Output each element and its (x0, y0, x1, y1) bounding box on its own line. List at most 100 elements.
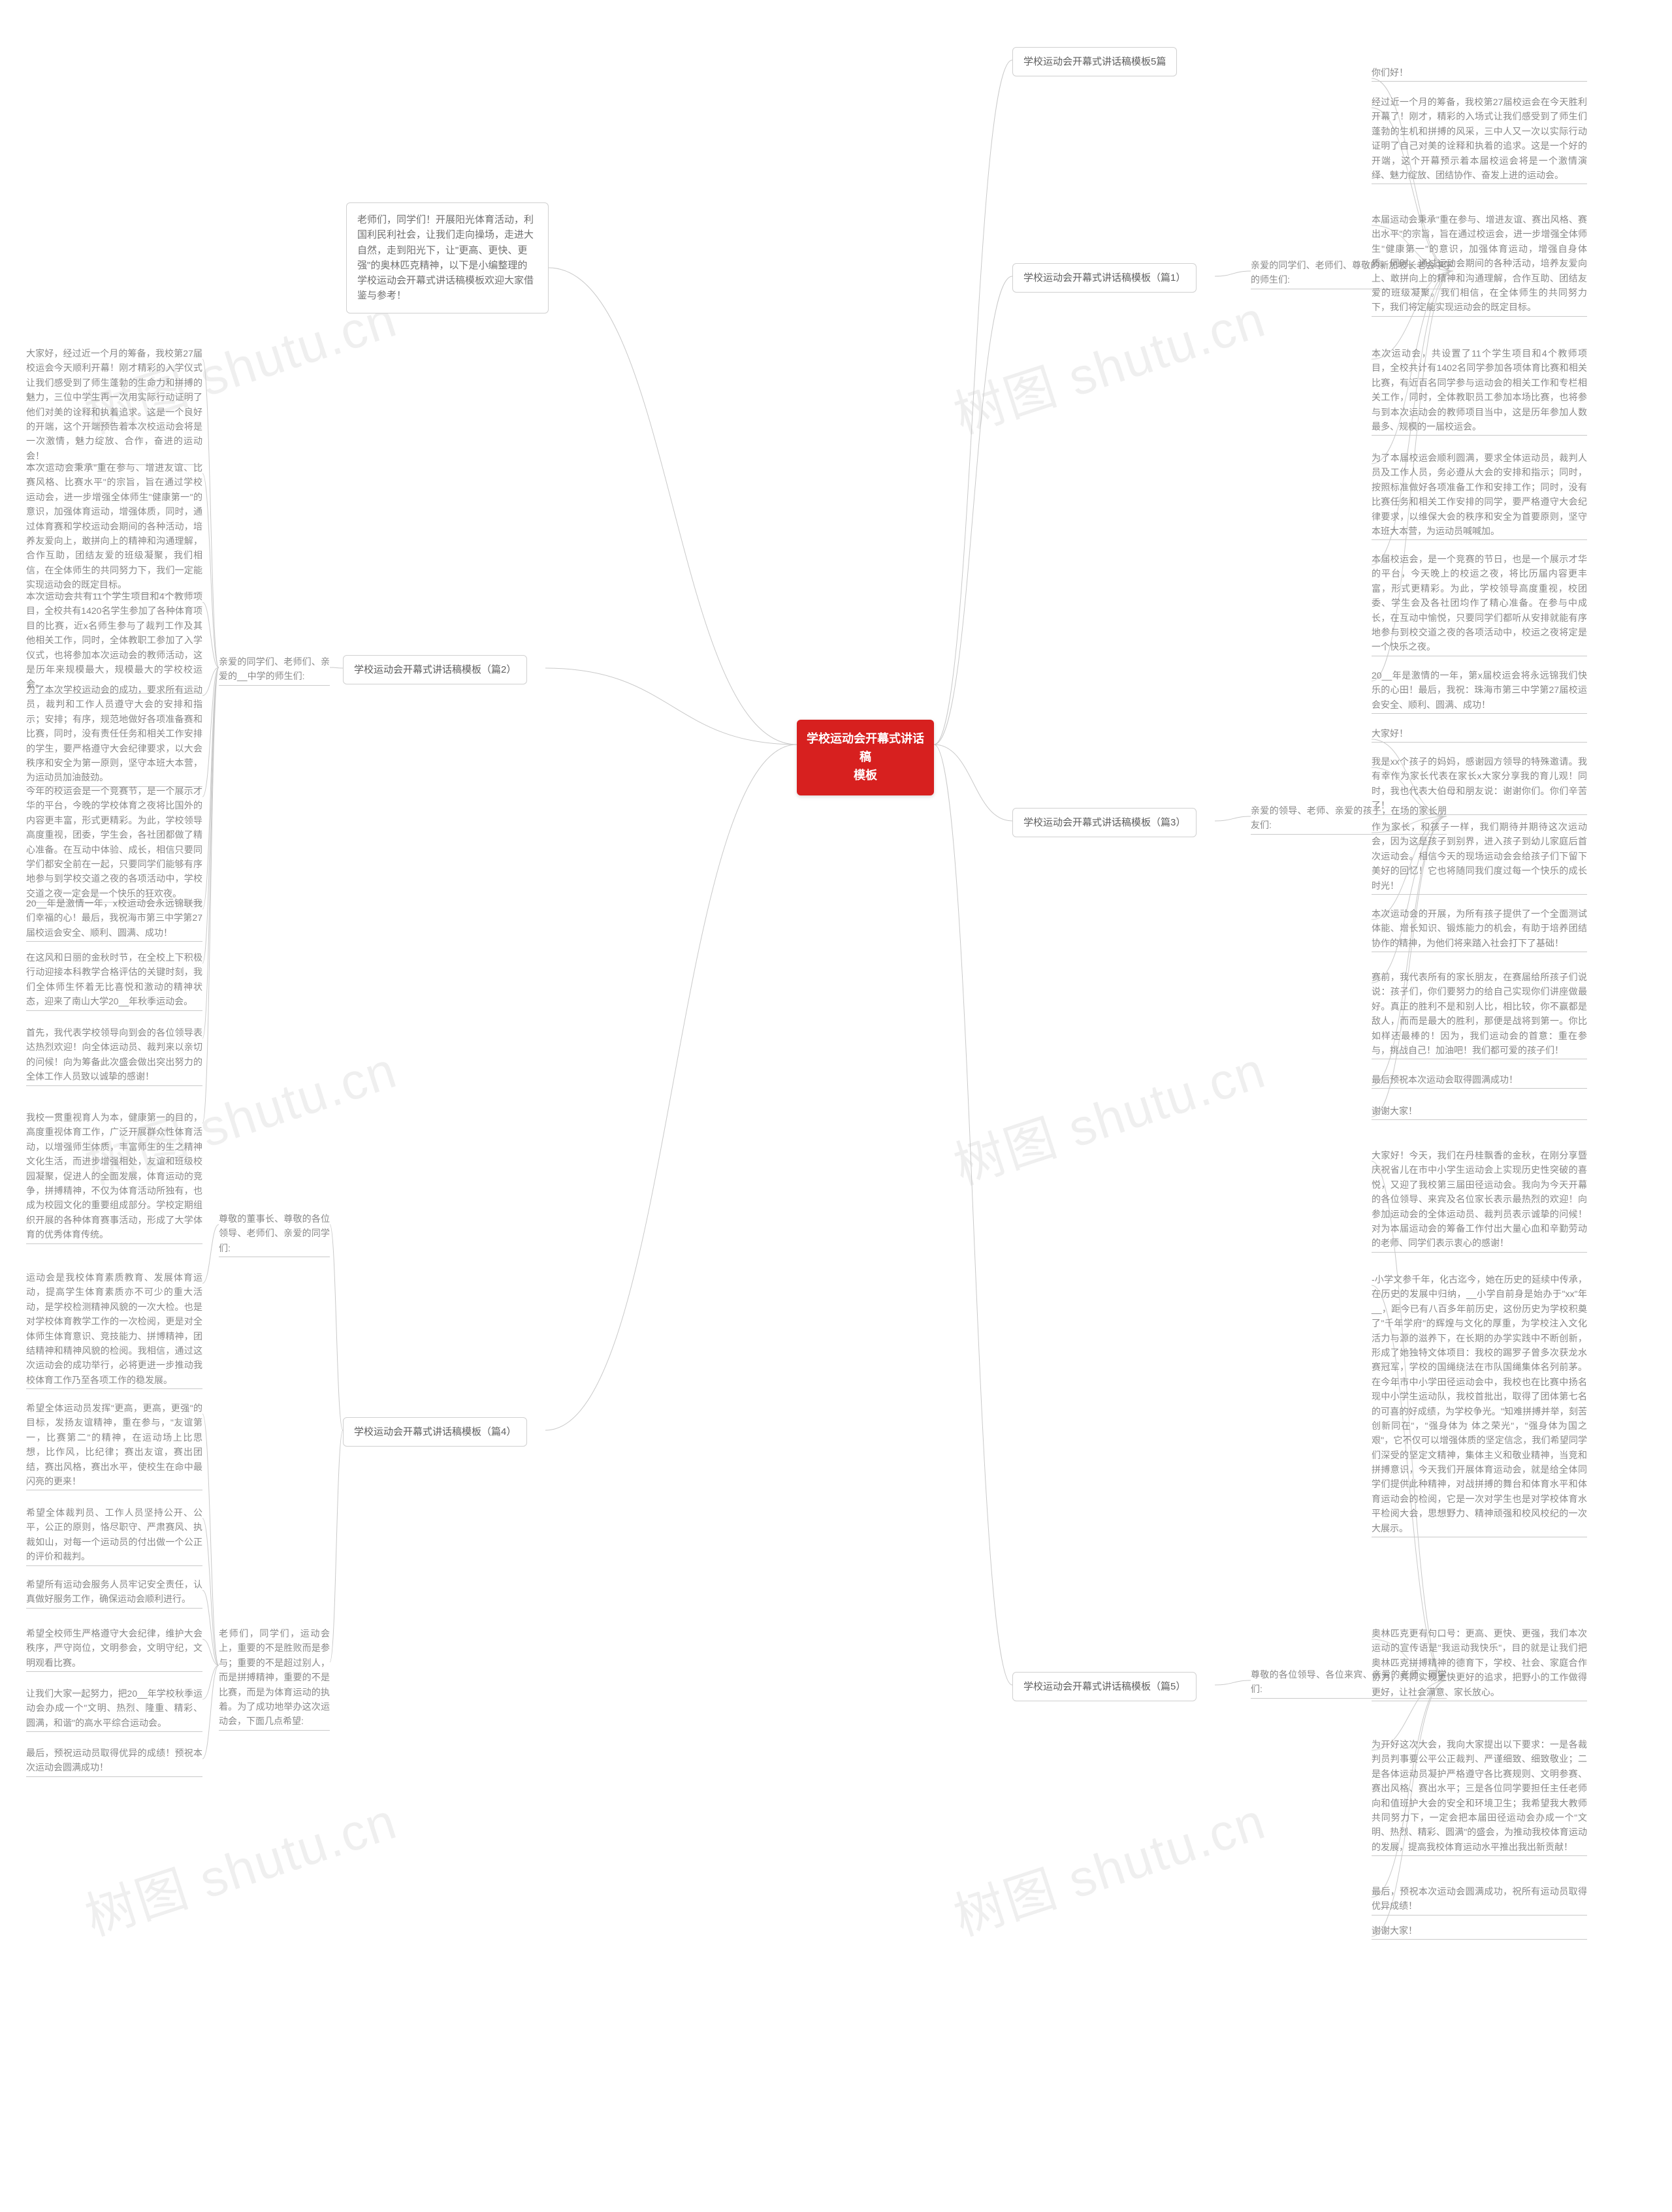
leaf-s4-4: 希望全校师生严格遵守大会纪律，维护大会秩序，严守岗位，文明参会，文明守纪，文明观… (26, 1626, 202, 1670)
center-title-1: 学校运动会开幕式讲话稿 (805, 730, 926, 767)
section-node-s2: 学校运动会开幕式讲话稿模板（篇2） (343, 655, 527, 684)
leaf-s2-7: 首先，我代表学校领导向到会的各位领导表达热烈欢迎！向全体运动员、裁判来以亲切的问… (26, 1025, 202, 1084)
leaf-underline (26, 1671, 202, 1672)
leaf-s1-5: 本届校运会，是一个竞赛的节日，也是一个展示才华的平台，今天晚上的校运之夜，将比历… (1372, 552, 1587, 654)
leaf-underline (1372, 1939, 1587, 1940)
connector (934, 276, 1012, 745)
leaf-s4-0: 运动会是我校体育素质教育、发展体育运动，提高学生体育素质亦不可少的重大活动，是学… (26, 1270, 202, 1387)
connector (1215, 1680, 1251, 1685)
connector (934, 60, 1012, 745)
leaf-s4-5: 让我们大家一起努力，把20__年学校秋季运动会办成一个"文明、热烈、隆重、精彩、… (26, 1686, 202, 1730)
connector-leaf (202, 667, 219, 696)
leaf-underline (26, 1243, 202, 1244)
connector-leaf (202, 1665, 219, 1759)
leaf-underline (26, 1010, 202, 1011)
center-title-2: 模板 (805, 767, 926, 785)
section-node-s3: 学校运动会开幕式讲话稿模板（篇3） (1012, 808, 1197, 837)
connector-leaf (202, 1590, 219, 1665)
connector-leaf (202, 667, 219, 909)
greeting-s4b: 老师们，同学们，运动会上，重要的不是胜败而是参与；重要的不是超过别人，而是拼搏精… (219, 1626, 330, 1729)
greeting-underline (219, 1730, 330, 1731)
connector (330, 1225, 343, 1430)
leaf-s1-1: 经过近一个月的筹备，我校第27届校运会在今天胜利开幕了！刚才，精彩的入场式让我们… (1372, 95, 1587, 182)
connector-leaf (202, 602, 219, 667)
watermark: 树图 shutu.cn (944, 278, 1274, 447)
connector (934, 745, 1012, 1685)
connector-leaf (202, 1414, 219, 1665)
watermark: 树图 shutu.cn (944, 1780, 1274, 1949)
leaf-s2-4: 今年的校运会是一个竞赛节，是一个展示才华的平台，今晚的学校体育之夜将比国外的内容… (26, 784, 202, 901)
leaf-s1-4: 为了本届校运会顺利圆满，要求全体运动员，裁判人员及工作人员，务必遵从大会的安排和… (1372, 451, 1587, 538)
leaf-s3-6: 谢谢大家！ (1372, 1104, 1587, 1118)
leaf-underline (1372, 894, 1587, 895)
connector-leaf (202, 667, 219, 1038)
leaf-s4-1: 希望全体运动员发挥"更高，更高，更强"的目标，发扬友谊精神，重在参与，"友谊第一… (26, 1401, 202, 1488)
leaf-s3-2: 作为家长，和孩子一样，我们期待并期待这次运动会，因为这是孩子到别界，进入孩子到幼… (1372, 820, 1587, 893)
leaf-s1-6: 20__年是激情的一年，第x届校运会将永远锦我们快乐的心田！最后，我祝：珠海市第… (1372, 668, 1587, 712)
leaf-s1-0: 你们好！ (1372, 65, 1587, 80)
leaf-s2-8: 我校一贯重视育人为本，健康第一的目的，高度重视体育工作，广泛开展群众性体育活动，… (26, 1110, 202, 1242)
leaf-underline (26, 1776, 202, 1777)
connector (330, 1430, 343, 1662)
leaf-underline (26, 1085, 202, 1086)
leaf-underline (1372, 316, 1587, 317)
leaf-s3-1: 我是xx个孩子的妈妈，感谢园方领导的特殊邀请。我有幸作为家长代表在家长x大家分享… (1372, 754, 1587, 813)
leaf-s2-2: 本次运动会共有11个学生项目和4个教师项目，全校共有1420名学生参加了各种体育… (26, 589, 202, 692)
leaf-underline (1372, 1088, 1587, 1089)
leaf-s3-5: 最后预祝本次运动会取得圆满成功！ (1372, 1072, 1587, 1087)
leaf-s4-2: 希望全体裁判员、工作人员坚持公开、公平，公正的原则，恪尽职守、严肃赛风、执裁如山… (26, 1505, 202, 1564)
connector (934, 745, 1012, 821)
leaf-underline (1372, 814, 1587, 815)
connector-leaf (202, 1518, 219, 1665)
leaf-s3-4: 赛前，我代表所有的家长朋友，在赛届给所孩子们说说：孩子们，你们要努力的给自己实现… (1372, 970, 1587, 1057)
connector (1215, 271, 1251, 276)
leaf-s1-2: 本届运动会秉承"重在参与、增进友谊、赛出风格、赛出水平"的宗旨，旨在通过校运会，… (1372, 212, 1587, 315)
leaf-s2-0: 大家好，经过近一个月的筹备，我校第27届校运会今天顺利开幕！刚才精彩的入学仪式让… (26, 346, 202, 463)
leaf-s5b-0: 大家好！今天，我们在丹桂飘香的金秋，在刚分享暨庆祝省儿在市中小学生运动会上实现历… (1372, 1148, 1587, 1251)
leaf-s3-0: 大家好！ (1372, 726, 1587, 741)
connector-leaf (202, 473, 219, 667)
leaf-underline (26, 1608, 202, 1609)
greeting-s2: 亲爱的同学们、老师们、亲爱的__中学的师生们: (219, 654, 330, 684)
leaf-underline (26, 1565, 202, 1566)
connector-leaf (202, 667, 219, 963)
leaf-underline (1372, 81, 1587, 82)
leaf-s2-3: 为了本次学校运动会的成功，要求所有运动员，裁判和工作人员遵守大会的安排和指示；安… (26, 682, 202, 785)
leaf-s5b-3: 为开好这次大会，我向大家提出以下要求：一是各裁判员判事要公平公正裁判、严谨细致、… (1372, 1737, 1587, 1854)
leaf-s2-1: 本次运动会秉承"重在参与、增进友谊、比赛风格、比赛水平"的宗旨，旨在通过学校运动… (26, 460, 202, 592)
leaf-underline (1372, 1252, 1587, 1253)
leaf-underline (26, 941, 202, 942)
connector-leaf (202, 1665, 219, 1699)
leaf-underline (1372, 742, 1587, 743)
watermark: 树图 shutu.cn (75, 1780, 405, 1949)
leaf-underline (1372, 539, 1587, 540)
leaf-s4-3: 希望所有运动会服务人员牢记安全责任，认真做好服务工作，确保运动会顺利进行。 (26, 1577, 202, 1607)
section-node-s4: 学校运动会开幕式讲话稿模板（篇4） (343, 1417, 527, 1447)
connector-leaf (202, 667, 219, 1123)
leaf-s2-5: 20__年是激情一年，x校运动会永远锦联我们幸福的心！最后，我祝海市第三中学第2… (26, 896, 202, 940)
leaf-underline (26, 1731, 202, 1732)
leaf-s5b-4: 最后，预祝本次运动会圆满成功，祝所有运动员取得优异成绩！ (1372, 1884, 1587, 1914)
section-node-s5b: 学校运动会开幕式讲话稿模板（篇5） (1012, 1672, 1197, 1701)
connector (549, 268, 797, 745)
leaf-underline (1372, 1119, 1587, 1120)
leaf-underline (26, 1388, 202, 1389)
watermark: 树图 shutu.cn (944, 1029, 1274, 1198)
leaf-underline (1372, 435, 1587, 436)
leaf-s5b-5: 谢谢大家！ (1372, 1923, 1587, 1938)
center-node: 学校运动会开幕式讲话稿 模板 (797, 720, 934, 795)
leaf-s1-3: 本次运动会，共设置了11个学生项目和4个教师项目，全校共计有1402名同学参加各… (1372, 346, 1587, 434)
leaf-s5b-1: -小学文参千年，化古迄今，她在历史的延续中传承，在历史的发展中归纳，__小学自前… (1372, 1272, 1587, 1535)
leaf-underline (1372, 713, 1587, 714)
connector-leaf (202, 1639, 219, 1665)
greeting-underline (219, 685, 330, 686)
section-node-s5: 学校运动会开幕式讲话稿模板5篇 (1012, 47, 1177, 76)
connector (545, 668, 797, 745)
intro-node: 老师们，同学们！开展阳光体育活动，利国利民利社会，让我们走向操场，走进大自然，走… (346, 202, 549, 313)
leaf-s2-6: 在这风和日丽的金秋时节，在全校上下积极行动迎接本科教学合格评估的关键时刻，我们全… (26, 950, 202, 1009)
connector (1215, 816, 1251, 821)
leaf-s5b-2: 奥林匹克更有句口号：更高、更快、更强，我们本次运动的宣传语是"我运动我快乐"，目… (1372, 1626, 1587, 1699)
connector-leaf (202, 359, 219, 667)
connector-leaf (202, 667, 219, 797)
connector-leaf (202, 1225, 219, 1283)
